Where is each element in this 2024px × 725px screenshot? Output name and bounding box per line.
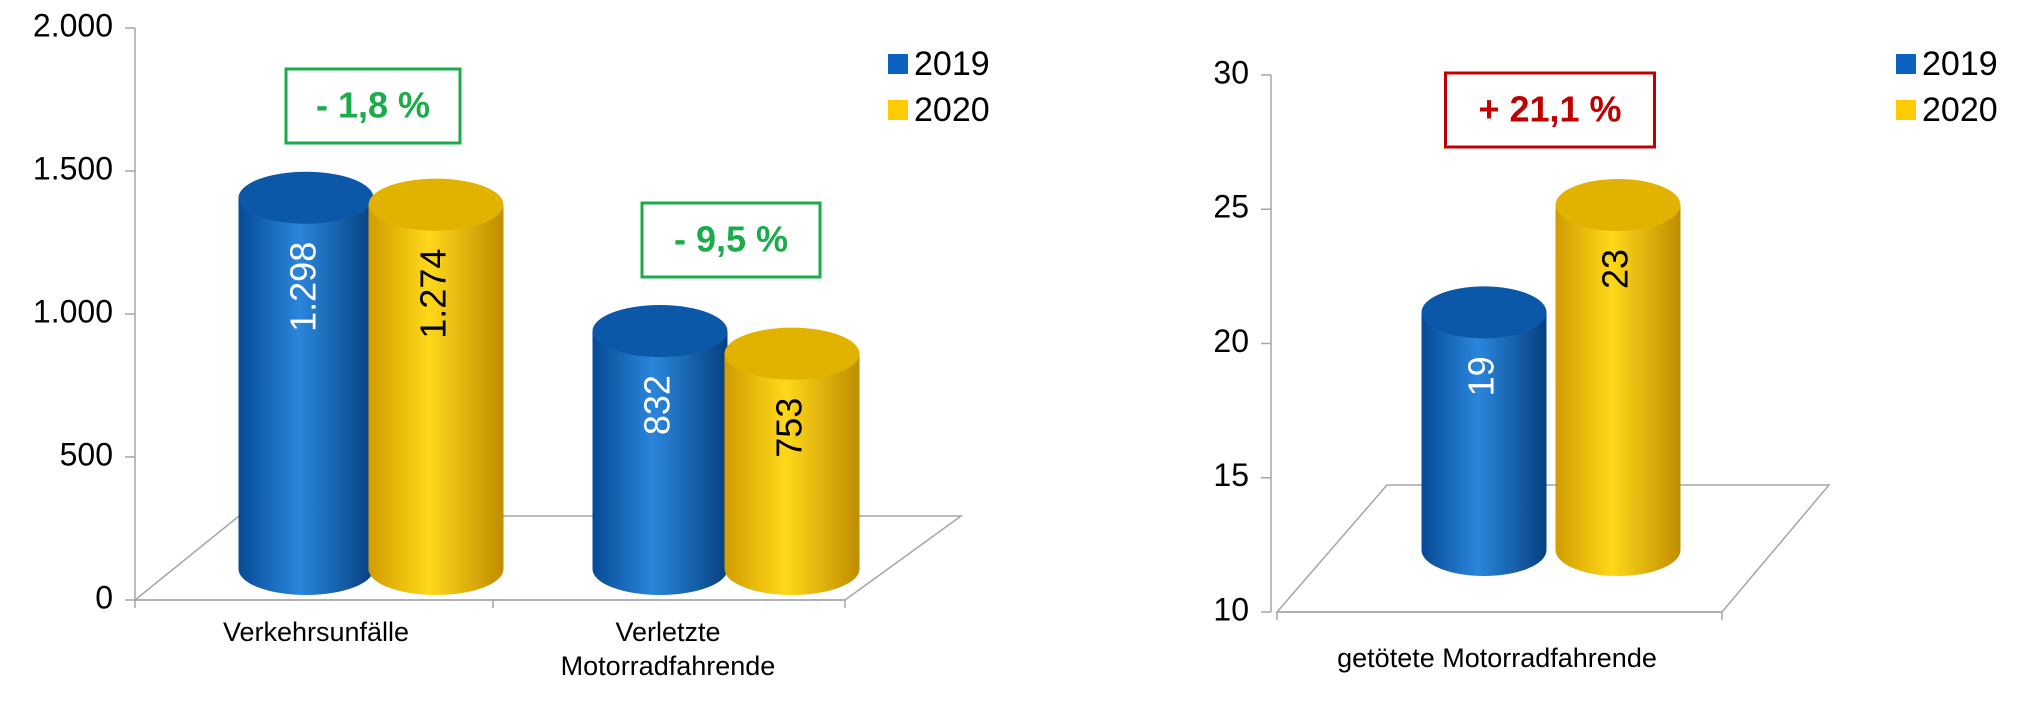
cylinder-body: [238, 197, 374, 596]
cylinder-bar: [1421, 286, 1547, 576]
value-label: 23: [1595, 249, 1636, 289]
y-tick-label: 20: [1213, 323, 1249, 359]
category-label: getötete Motorradfahrende: [1337, 643, 1657, 673]
value-label: 19: [1461, 356, 1502, 396]
cylinder-bar: [1555, 178, 1681, 576]
cylinder-bar: [592, 305, 728, 596]
y-tick-label: 10: [1213, 591, 1249, 627]
cylinder-top: [1421, 286, 1547, 339]
cylinder-top: [724, 327, 860, 380]
y-tick-label: 2.000: [33, 7, 113, 43]
cylinder-bar: [368, 178, 504, 596]
annotation-box: [1444, 71, 1656, 149]
y-tick-label: 1.500: [33, 150, 113, 186]
category-label: Verletzte Motorradfahrende: [560, 617, 776, 681]
y-tick-label: 500: [60, 436, 113, 472]
y-tick-label: 30: [1213, 54, 1249, 90]
legend-label: 2019: [1922, 45, 1998, 83]
annotation: - 1,8 %: [316, 85, 430, 126]
y-tick-label: 0: [95, 579, 113, 615]
cylinder-body: [1421, 312, 1547, 576]
legend-swatch: [1896, 100, 1916, 120]
cylinder-bar: [724, 327, 860, 595]
cylinder-body: [1555, 204, 1681, 576]
cylinder-top: [1555, 178, 1681, 231]
cylinder-top: [592, 305, 728, 358]
value-label: 832: [637, 375, 678, 435]
legend-label: 2020: [914, 91, 990, 129]
cylinder-body: [368, 204, 504, 596]
legend-swatch: [888, 54, 908, 74]
value-label: 753: [769, 398, 810, 458]
legend-swatch: [1896, 54, 1916, 74]
annotation: - 9,5 %: [674, 219, 788, 260]
value-label: 1.298: [283, 242, 324, 332]
y-tick-label: 25: [1213, 189, 1249, 225]
annotation: + 21,1 %: [1478, 89, 1621, 130]
cylinder-body: [592, 331, 728, 596]
cylinder-bar: [238, 171, 374, 596]
floor: [1275, 484, 1831, 613]
legend-label: 2019: [914, 45, 990, 83]
value-label: 1.274: [413, 249, 454, 339]
legend-swatch: [888, 100, 908, 120]
annotation-box: [284, 67, 462, 145]
cylinder-top: [368, 178, 504, 231]
annotation-box: [640, 201, 822, 279]
y-tick-label: 15: [1213, 457, 1249, 493]
y-tick-label: 1.000: [33, 293, 113, 329]
cylinder-body: [724, 353, 860, 595]
category-label: Verkehrsunfälle: [222, 617, 410, 647]
cylinder-top: [238, 171, 374, 224]
legend-label: 2020: [1922, 91, 1998, 129]
